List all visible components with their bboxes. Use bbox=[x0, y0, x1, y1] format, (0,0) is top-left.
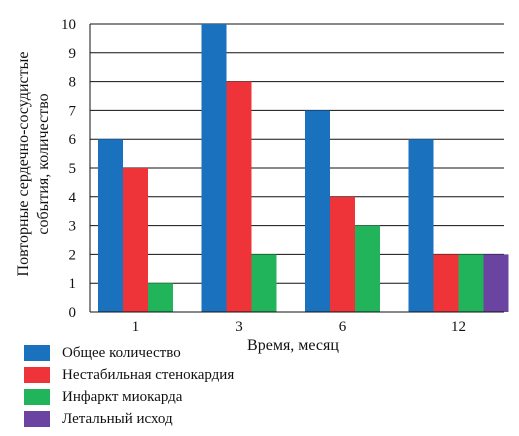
y-tick-label: 4 bbox=[69, 190, 77, 206]
legend-swatch bbox=[24, 389, 50, 405]
legend-item: Инфаркт миокарда bbox=[24, 386, 234, 408]
bar bbox=[483, 254, 509, 312]
y-tick-label: 9 bbox=[69, 46, 77, 62]
legend-swatch bbox=[24, 345, 50, 361]
axes bbox=[89, 24, 504, 313]
x-axis-title: Время, месяц bbox=[247, 337, 339, 354]
bar bbox=[433, 254, 459, 312]
y-axis-title-line-2: события, количество bbox=[35, 93, 52, 234]
y-tick-label: 3 bbox=[69, 219, 77, 235]
legend-swatch bbox=[24, 411, 50, 427]
bar bbox=[408, 139, 434, 312]
bar bbox=[226, 81, 252, 312]
legend: Общее количество Нестабильная стенокарди… bbox=[24, 342, 234, 430]
y-axis-title-line-1: Повторные сердечно-сосудистые bbox=[15, 52, 32, 277]
legend-label: Инфаркт миокарда bbox=[62, 388, 183, 405]
bars bbox=[98, 24, 509, 313]
bar bbox=[305, 110, 330, 313]
x-tick-label: 3 bbox=[235, 319, 243, 335]
x-tick-label: 6 bbox=[339, 319, 347, 335]
bar bbox=[330, 196, 355, 312]
legend-item: Нестабильная стенокардия bbox=[24, 364, 234, 386]
y-tick-label: 1 bbox=[69, 276, 77, 292]
x-tick-label: 12 bbox=[451, 319, 466, 335]
y-tick-label: 10 bbox=[61, 17, 76, 33]
bar bbox=[201, 24, 227, 312]
y-tick-label: 2 bbox=[69, 247, 77, 263]
bar bbox=[458, 254, 484, 312]
y-tick-label: 6 bbox=[69, 132, 77, 148]
legend-label: Летальный исход bbox=[62, 410, 173, 427]
bar bbox=[355, 225, 380, 312]
bar bbox=[98, 139, 123, 312]
x-tick-label: 1 bbox=[132, 319, 140, 335]
legend-label: Общее количество bbox=[62, 344, 181, 361]
y-axis-title: Повторные сердечно-сосудистые события, к… bbox=[15, 52, 52, 277]
y-tick-label: 5 bbox=[69, 161, 77, 177]
bar bbox=[251, 254, 277, 312]
y-tick-label: 0 bbox=[69, 305, 77, 321]
legend-item: Летальный исход bbox=[24, 408, 234, 430]
y-tick-label: 7 bbox=[69, 103, 77, 119]
y-tick-label: 8 bbox=[69, 75, 77, 91]
legend-swatch bbox=[24, 367, 50, 383]
bar bbox=[148, 283, 173, 312]
legend-item: Общее количество bbox=[24, 342, 234, 364]
legend-label: Нестабильная стенокардия bbox=[62, 366, 235, 383]
bar bbox=[123, 168, 148, 312]
